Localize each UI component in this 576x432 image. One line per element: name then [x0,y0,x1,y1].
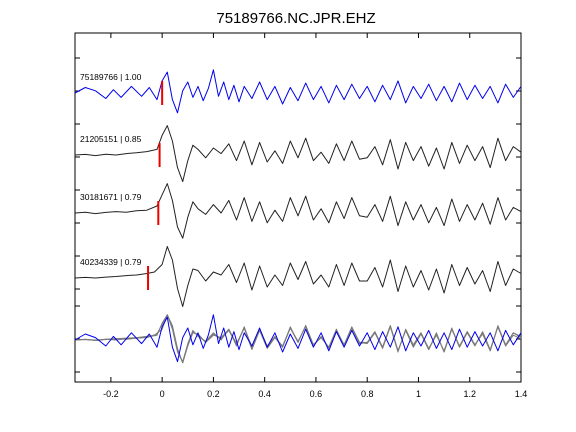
overlay-waveform [74,314,522,363]
overlay-panel [74,314,522,364]
x-tick-label: 1.2 [463,389,476,399]
x-tick-label: 1.4 [515,389,528,399]
trace-3: 30181671 | 0.79 [74,183,522,239]
overlay-waveform [74,314,522,364]
trace-1: 75189766 | 1.00 [74,69,522,114]
trace-label: 21205151 | 0.85 [80,134,142,144]
trace-waveform [74,69,522,114]
x-tick-label: 0.4 [258,389,271,399]
x-tick-label: -0.2 [103,389,119,399]
trace-label: 75189766 | 1.00 [80,72,142,82]
trace-label: 40234339 | 0.79 [80,257,142,267]
trace-waveform [74,246,522,307]
trace-4: 40234339 | 0.79 [74,246,522,307]
overlay-master-waveform [74,314,522,363]
trace-stack: 75189766 | 1.00 21205151 | 0.85 30181671 |… [74,69,522,307]
trace-label: 30181671 | 0.79 [80,192,142,202]
chart-title: 75189766.NC.JPR.EHZ [216,10,375,27]
x-tick-label: 0 [160,389,165,399]
x-tick-label: 0.2 [207,389,220,399]
x-tick-label: 0.6 [310,389,323,399]
x-tick-label: 1 [416,389,421,399]
x-axis: -0.2 0 0.2 0.4 0.6 0.8 1 1.2 1.4 [75,33,527,399]
trace-waveform [74,125,522,183]
plot-frame [74,32,522,383]
trace-2: 21205151 | 0.85 [74,125,522,183]
overlay-waveform [74,314,522,364]
trace-waveform [74,183,522,239]
x-tick-label: 0.8 [361,389,374,399]
